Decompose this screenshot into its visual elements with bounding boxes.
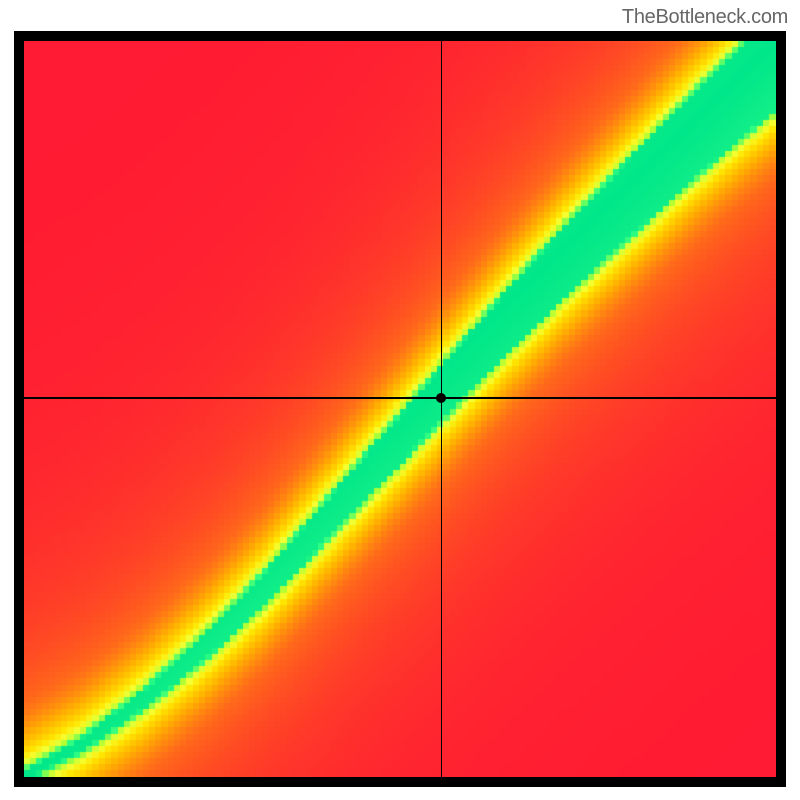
watermark-text: TheBottleneck.com [622,6,788,29]
crosshair-horizontal [24,397,776,399]
crosshair-vertical [441,41,443,777]
chart-container: TheBottleneck.com [0,0,800,800]
crosshair-marker [436,393,446,403]
plot-area [24,41,776,777]
plot-frame [14,31,786,787]
heatmap-canvas [24,41,776,777]
